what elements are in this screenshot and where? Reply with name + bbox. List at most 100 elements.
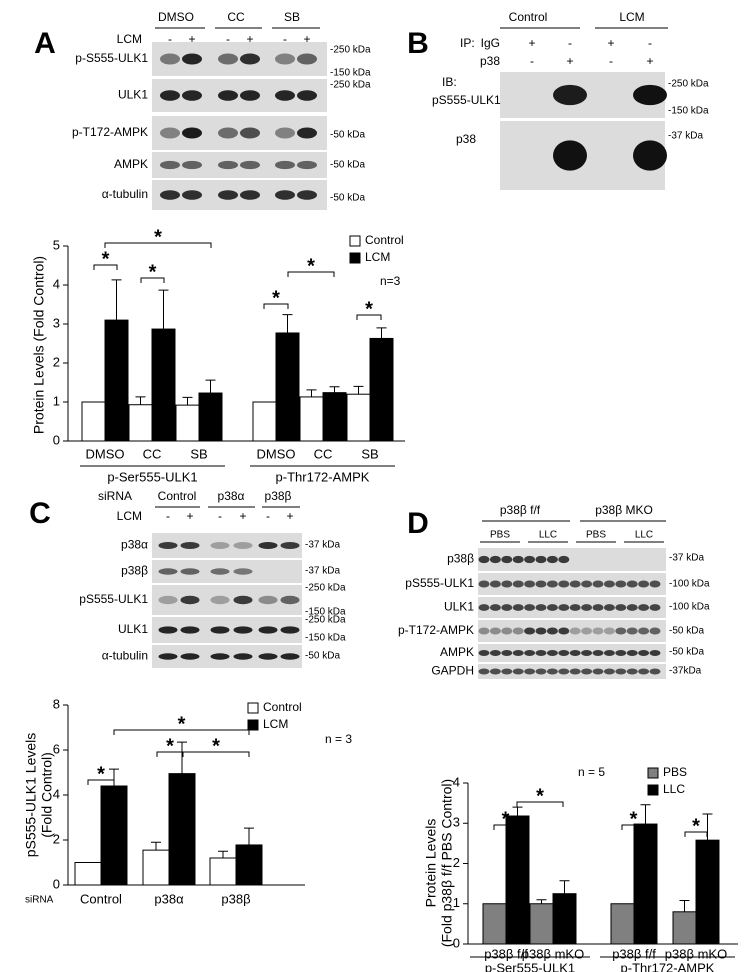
band xyxy=(210,595,230,605)
bar xyxy=(610,903,635,945)
bar xyxy=(100,785,128,886)
subgroup-label: PBS xyxy=(490,530,510,541)
band xyxy=(633,140,667,171)
bar xyxy=(175,404,200,442)
group-label: Control xyxy=(509,10,548,24)
panel-label: A xyxy=(34,27,56,60)
band xyxy=(489,604,501,611)
error-bar xyxy=(151,841,161,851)
prefix-label: siRNA xyxy=(98,489,132,503)
y-tick-label: 1 xyxy=(453,895,460,910)
significance-star: * xyxy=(178,713,186,735)
band xyxy=(592,668,604,675)
row-label: p-T172-AMPK xyxy=(72,125,148,139)
band xyxy=(218,53,238,65)
band xyxy=(218,90,238,101)
y-tick-label: 3 xyxy=(453,815,460,830)
bar xyxy=(81,401,106,442)
band xyxy=(546,580,558,588)
bar xyxy=(505,815,530,945)
legend-label: LCM xyxy=(263,717,288,731)
row-label: p-T172-AMPK xyxy=(398,623,474,637)
band xyxy=(489,668,501,675)
y-tick-label: 6 xyxy=(53,741,60,756)
legend-swatch xyxy=(349,252,361,264)
error-bar xyxy=(329,386,340,393)
band xyxy=(626,580,638,588)
row-label: α-tubulin xyxy=(102,649,148,663)
band xyxy=(558,668,570,675)
sign: - xyxy=(166,509,170,523)
bar xyxy=(252,401,277,442)
treatment-label: LCM xyxy=(117,32,142,46)
band xyxy=(240,53,260,65)
bar xyxy=(529,903,554,945)
band xyxy=(218,190,238,200)
error-bar xyxy=(177,741,187,774)
significance-star: * xyxy=(212,735,220,757)
sign: - xyxy=(283,32,287,46)
band xyxy=(210,542,230,549)
band xyxy=(275,127,295,139)
band xyxy=(275,190,295,200)
sign: + xyxy=(303,32,310,46)
band xyxy=(297,190,317,200)
band xyxy=(558,650,570,656)
x-tick-label: CC xyxy=(143,446,162,461)
band xyxy=(501,580,513,588)
band xyxy=(649,604,661,611)
legend-label: PBS xyxy=(663,765,687,779)
kda-marker: -250 kDa xyxy=(330,80,371,91)
row-label: pS555-ULK1 xyxy=(405,576,474,590)
significance-bracket xyxy=(287,271,335,277)
sign: + xyxy=(646,54,653,68)
band xyxy=(478,580,490,588)
x-tick-label: p38β mKO xyxy=(665,946,727,961)
sign: - xyxy=(609,54,613,68)
row-label: pS555-ULK1 xyxy=(79,592,148,606)
band xyxy=(158,568,178,575)
ip-row-label: IgG xyxy=(481,36,500,50)
legend-label: Control xyxy=(365,233,404,247)
band xyxy=(233,568,253,575)
band xyxy=(478,604,490,611)
error-bar xyxy=(218,850,228,858)
significance-bracket xyxy=(493,824,518,830)
row-label: α-tubulin xyxy=(102,187,148,201)
sign: + xyxy=(286,509,293,523)
band xyxy=(581,650,593,656)
x-tick-label: SB xyxy=(361,446,378,461)
band xyxy=(240,160,260,170)
band xyxy=(535,580,547,588)
y-tick-label: 5 xyxy=(53,237,60,252)
significance-star: * xyxy=(365,298,373,320)
band xyxy=(524,604,536,611)
kda-marker: -250 kDa xyxy=(305,583,346,594)
blot-strip xyxy=(152,585,302,615)
group-label: p38α xyxy=(218,489,245,503)
band xyxy=(638,668,650,675)
band xyxy=(638,580,650,588)
band xyxy=(638,650,650,656)
band xyxy=(501,627,513,635)
band xyxy=(546,604,558,611)
sign: + xyxy=(188,32,195,46)
band xyxy=(280,542,300,549)
band xyxy=(180,542,200,549)
group-label: p-Thr172-AMPK xyxy=(621,960,715,972)
band xyxy=(615,580,627,588)
legend-swatch xyxy=(247,702,259,714)
band xyxy=(524,668,536,675)
bar xyxy=(322,392,347,442)
subgroup-label: LLC xyxy=(635,530,653,541)
panel-label: C xyxy=(29,497,51,530)
band xyxy=(240,90,260,101)
sign: - xyxy=(168,32,172,46)
band xyxy=(297,90,317,101)
note: n = 3 xyxy=(325,732,352,746)
band xyxy=(569,604,581,611)
row-label: AMPK xyxy=(114,157,148,171)
sign: + xyxy=(239,509,246,523)
bar xyxy=(128,404,153,442)
band xyxy=(182,160,202,170)
